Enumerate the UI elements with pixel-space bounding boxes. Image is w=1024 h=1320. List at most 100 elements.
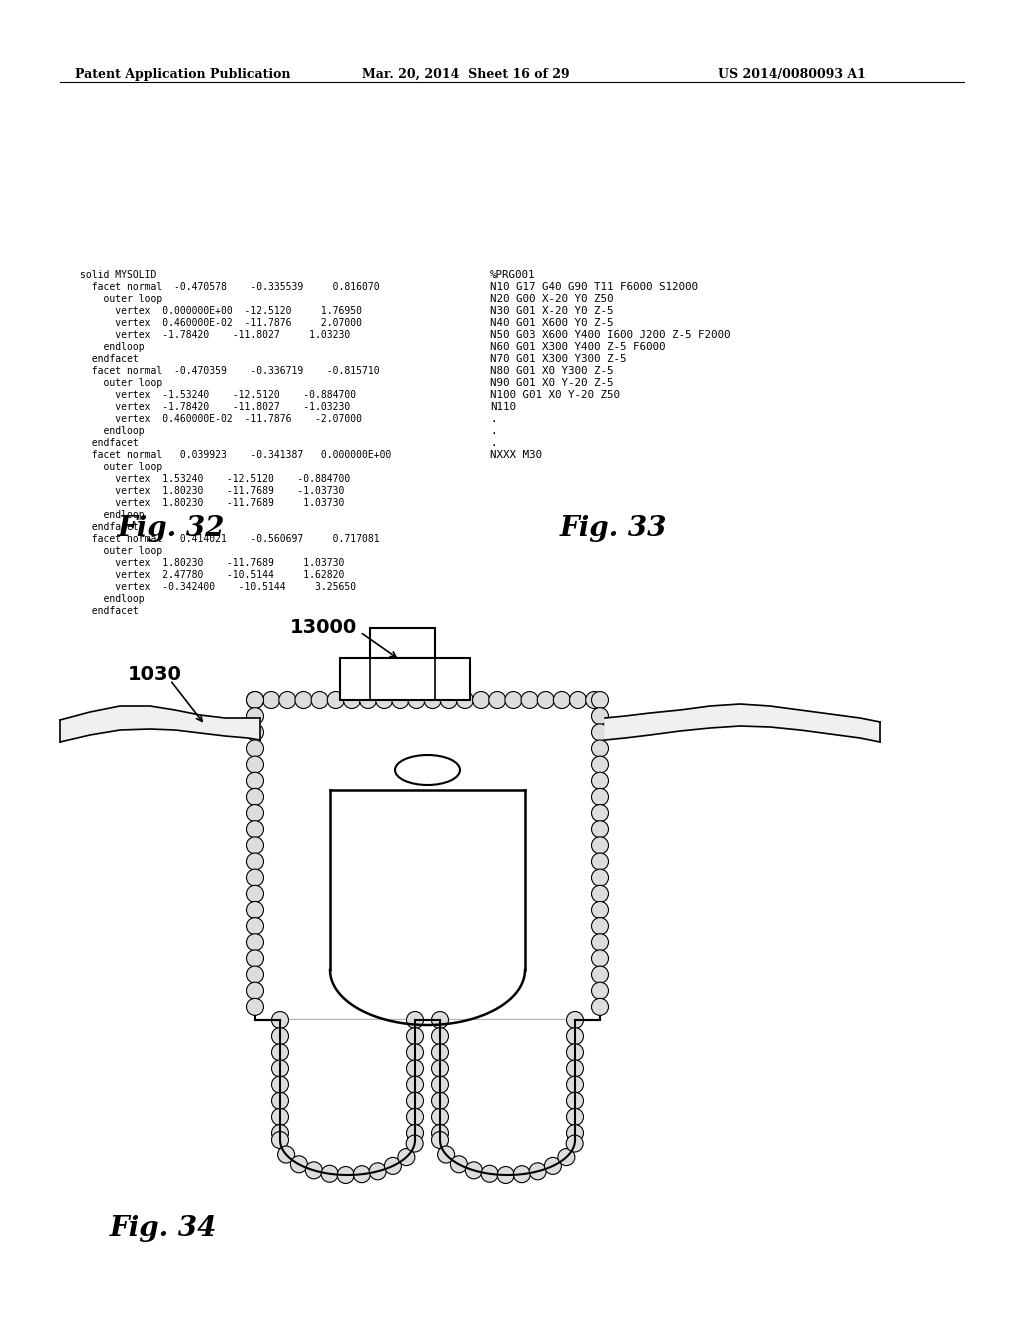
Circle shape (592, 950, 608, 966)
Text: solid MYSOLID: solid MYSOLID (80, 271, 157, 280)
Text: 1030: 1030 (128, 665, 182, 684)
Circle shape (431, 1011, 449, 1028)
Circle shape (247, 998, 263, 1015)
Text: outer loop: outer loop (80, 546, 162, 556)
Circle shape (473, 692, 489, 709)
Text: facet normal   0.039923    -0.341387   0.000000E+00: facet normal 0.039923 -0.341387 0.000000… (80, 450, 391, 459)
Circle shape (247, 837, 263, 854)
Circle shape (305, 1162, 323, 1179)
Circle shape (592, 756, 608, 774)
Circle shape (247, 772, 263, 789)
Text: %PRG001: %PRG001 (490, 271, 536, 280)
Text: N40 G01 X600 Y0 Z-5: N40 G01 X600 Y0 Z-5 (490, 318, 613, 327)
Text: N110: N110 (490, 403, 516, 412)
Text: N10 G17 G40 G90 T11 F6000 S12000: N10 G17 G40 G90 T11 F6000 S12000 (490, 282, 698, 292)
Text: N80 G01 X0 Y300 Z-5: N80 G01 X0 Y300 Z-5 (490, 366, 613, 376)
Text: facet normal   0.414021    -0.560697     0.717081: facet normal 0.414021 -0.560697 0.717081 (80, 535, 380, 544)
Circle shape (247, 869, 263, 886)
Circle shape (431, 1060, 449, 1077)
Circle shape (592, 982, 608, 999)
Text: US 2014/0080093 A1: US 2014/0080093 A1 (718, 69, 866, 81)
Circle shape (431, 1092, 449, 1109)
Circle shape (440, 692, 458, 709)
Text: .: . (490, 438, 497, 447)
Text: vertex  0.460000E-02  -11.7876     2.07000: vertex 0.460000E-02 -11.7876 2.07000 (80, 318, 362, 327)
Circle shape (566, 1028, 584, 1044)
Circle shape (271, 1060, 289, 1077)
Circle shape (592, 966, 608, 983)
Text: vertex  -0.342400    -10.5144     3.25650: vertex -0.342400 -10.5144 3.25650 (80, 582, 356, 591)
Text: 13000: 13000 (290, 618, 357, 638)
Circle shape (592, 902, 608, 919)
Circle shape (247, 886, 263, 903)
Circle shape (291, 1156, 307, 1172)
Circle shape (247, 917, 263, 935)
Circle shape (353, 1166, 371, 1183)
Circle shape (592, 723, 608, 741)
Circle shape (247, 950, 263, 966)
Text: endfacet: endfacet (80, 606, 138, 616)
Circle shape (431, 1076, 449, 1093)
Circle shape (592, 998, 608, 1015)
Text: endfacet: endfacet (80, 354, 138, 364)
Circle shape (451, 1156, 467, 1172)
Circle shape (592, 821, 608, 838)
Circle shape (407, 1060, 424, 1077)
Text: vertex  0.460000E-02  -11.7876    -2.07000: vertex 0.460000E-02 -11.7876 -2.07000 (80, 414, 362, 424)
Circle shape (529, 1163, 546, 1180)
Text: vertex  1.80230    -11.7689    -1.03730: vertex 1.80230 -11.7689 -1.03730 (80, 486, 344, 496)
Circle shape (247, 692, 263, 709)
Text: outer loop: outer loop (80, 462, 162, 473)
Circle shape (592, 772, 608, 789)
Text: vertex  2.47780    -10.5144     1.62820: vertex 2.47780 -10.5144 1.62820 (80, 570, 344, 579)
Circle shape (247, 821, 263, 838)
Circle shape (592, 741, 608, 756)
Circle shape (384, 1158, 401, 1175)
Circle shape (407, 1109, 424, 1126)
Circle shape (279, 692, 296, 709)
Circle shape (481, 1166, 498, 1183)
Circle shape (247, 708, 263, 725)
Circle shape (398, 1148, 415, 1166)
Circle shape (407, 1044, 424, 1061)
Circle shape (271, 1125, 289, 1142)
Text: N70 G01 X300 Y300 Z-5: N70 G01 X300 Y300 Z-5 (490, 354, 627, 364)
Text: outer loop: outer loop (80, 294, 162, 304)
Circle shape (408, 692, 425, 709)
Text: N60 G01 X300 Y400 Z-5 F6000: N60 G01 X300 Y400 Z-5 F6000 (490, 342, 666, 352)
Text: vertex  -1.53240    -12.5120    -0.884700: vertex -1.53240 -12.5120 -0.884700 (80, 389, 356, 400)
Circle shape (247, 933, 263, 950)
Circle shape (247, 788, 263, 805)
Circle shape (407, 1011, 424, 1028)
Text: vertex  1.53240    -12.5120    -0.884700: vertex 1.53240 -12.5120 -0.884700 (80, 474, 350, 484)
Circle shape (407, 1125, 424, 1142)
Circle shape (431, 1044, 449, 1061)
Text: vertex  -1.78420    -11.8027    -1.03230: vertex -1.78420 -11.8027 -1.03230 (80, 403, 350, 412)
Text: .: . (490, 414, 497, 424)
Text: facet normal  -0.470359    -0.336719    -0.815710: facet normal -0.470359 -0.336719 -0.8157… (80, 366, 380, 376)
Circle shape (407, 1092, 424, 1109)
Circle shape (592, 933, 608, 950)
Circle shape (437, 1146, 455, 1163)
Circle shape (247, 756, 263, 774)
Text: endloop: endloop (80, 342, 144, 352)
Circle shape (370, 1163, 386, 1180)
Circle shape (247, 982, 263, 999)
Text: .: . (490, 426, 497, 436)
Circle shape (247, 741, 263, 756)
Text: N20 G00 X-20 Y0 Z50: N20 G00 X-20 Y0 Z50 (490, 294, 613, 304)
Circle shape (538, 692, 554, 709)
Circle shape (465, 1162, 482, 1179)
Circle shape (592, 708, 608, 725)
Polygon shape (255, 700, 600, 1020)
Circle shape (488, 692, 506, 709)
Circle shape (359, 692, 377, 709)
Circle shape (545, 1158, 561, 1175)
Bar (340, 657, 470, 700)
Circle shape (431, 1109, 449, 1126)
Circle shape (271, 1076, 289, 1093)
Text: Patent Application Publication: Patent Application Publication (75, 69, 291, 81)
Circle shape (247, 966, 263, 983)
Circle shape (337, 1167, 354, 1184)
Circle shape (592, 853, 608, 870)
